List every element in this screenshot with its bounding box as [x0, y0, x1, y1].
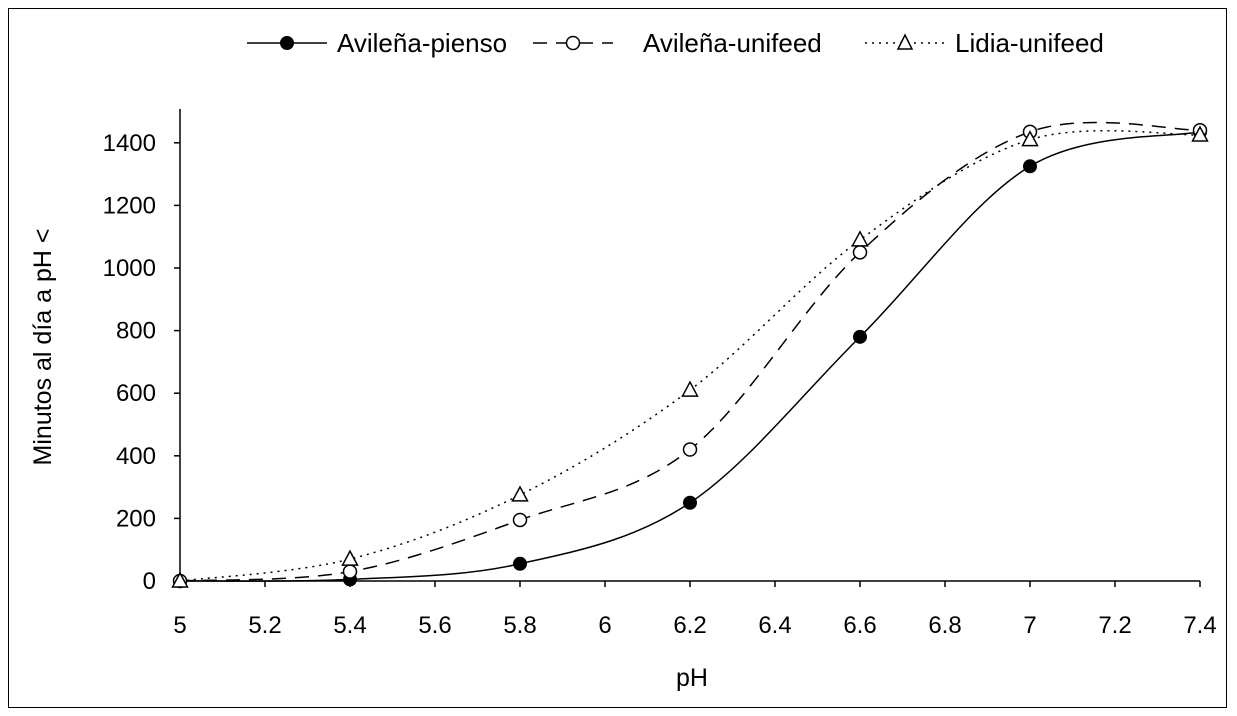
legend-label-lidia-unifeed: Lidia-unifeed — [955, 28, 1104, 58]
x-tick-label: 5.8 — [503, 612, 536, 639]
legend-item-lidia-unifeed: Lidia-unifeed — [865, 28, 1104, 58]
y-tick-label: 0 — [143, 568, 156, 595]
x-tick-label: 6.4 — [758, 612, 791, 639]
x-axis-title: pH — [676, 664, 708, 692]
y-tick-label: 600 — [116, 380, 156, 407]
line-chart: Avileña-pienso Avileña-unifeed Lidia-uni… — [29, 28, 1217, 692]
y-tick-label: 800 — [116, 318, 156, 345]
data-point — [513, 556, 527, 571]
data-point — [852, 245, 868, 260]
x-tick-label: 6.2 — [673, 612, 706, 639]
x-tick-label: 6.8 — [928, 612, 961, 639]
x-tick-label: 5.6 — [418, 612, 451, 639]
data-point — [342, 564, 358, 579]
legend-marker-avilena-pienso — [280, 36, 294, 50]
y-tick-label: 400 — [116, 443, 156, 470]
x-tick-label: 5 — [173, 612, 186, 639]
data-point — [512, 512, 528, 528]
data-point — [682, 442, 698, 457]
y-tick-label: 1200 — [103, 192, 156, 219]
chart-frame: Avileña-pienso Avileña-unifeed Lidia-uni… — [8, 8, 1227, 708]
x-tick-label: 5.2 — [248, 612, 281, 639]
legend-label-avilena-pienso: Avileña-pienso — [337, 28, 507, 58]
data-point — [681, 380, 699, 397]
series-line-avilena-unifeed — [179, 121, 1201, 582]
series-avilena-unifeed — [172, 121, 1208, 589]
data-point — [851, 230, 869, 247]
series-lidia-unifeed — [171, 125, 1209, 588]
series-avilena-pienso — [173, 124, 1207, 588]
y-tick-label: 200 — [116, 505, 156, 532]
x-tick-label: 7 — [1023, 612, 1036, 639]
legend-label-avilena-unifeed: Avileña-unifeed — [643, 28, 822, 58]
y-tick-label: 1400 — [103, 130, 156, 157]
x-tick-label: 7.2 — [1098, 612, 1131, 639]
axes: 0 200 400 600 800 1000 1200 1400 5 5.2 5.4 5.6 5.8 6 6… — [103, 109, 1217, 639]
data-point — [171, 571, 189, 588]
legend: Avileña-pienso Avileña-unifeed Lidia-uni… — [247, 28, 1104, 58]
data-point — [1021, 130, 1039, 147]
x-tick-label: 6.6 — [843, 612, 876, 639]
y-axis-title: Minutos al día a pH < — [29, 229, 57, 466]
legend-item-avilena-unifeed: Avileña-unifeed — [533, 28, 822, 58]
legend-marker-lidia-unifeed — [896, 33, 914, 50]
x-tick-label: 5.4 — [333, 612, 366, 639]
data-point — [1191, 125, 1209, 142]
series-layer — [171, 121, 1209, 589]
x-tick-label: 7.4 — [1183, 612, 1216, 639]
data-point — [341, 549, 359, 566]
x-tick-label: 6 — [598, 612, 611, 639]
series-line-lidia-unifeed — [179, 129, 1201, 582]
data-point — [853, 329, 867, 344]
data-point — [511, 485, 529, 502]
legend-marker-avilena-unifeed — [565, 35, 581, 51]
data-point — [683, 495, 697, 510]
legend-item-avilena-pienso: Avileña-pienso — [247, 28, 507, 58]
series-line-avilena-pienso — [179, 131, 1201, 582]
y-tick-label: 1000 — [103, 255, 156, 282]
data-point — [1023, 159, 1037, 174]
